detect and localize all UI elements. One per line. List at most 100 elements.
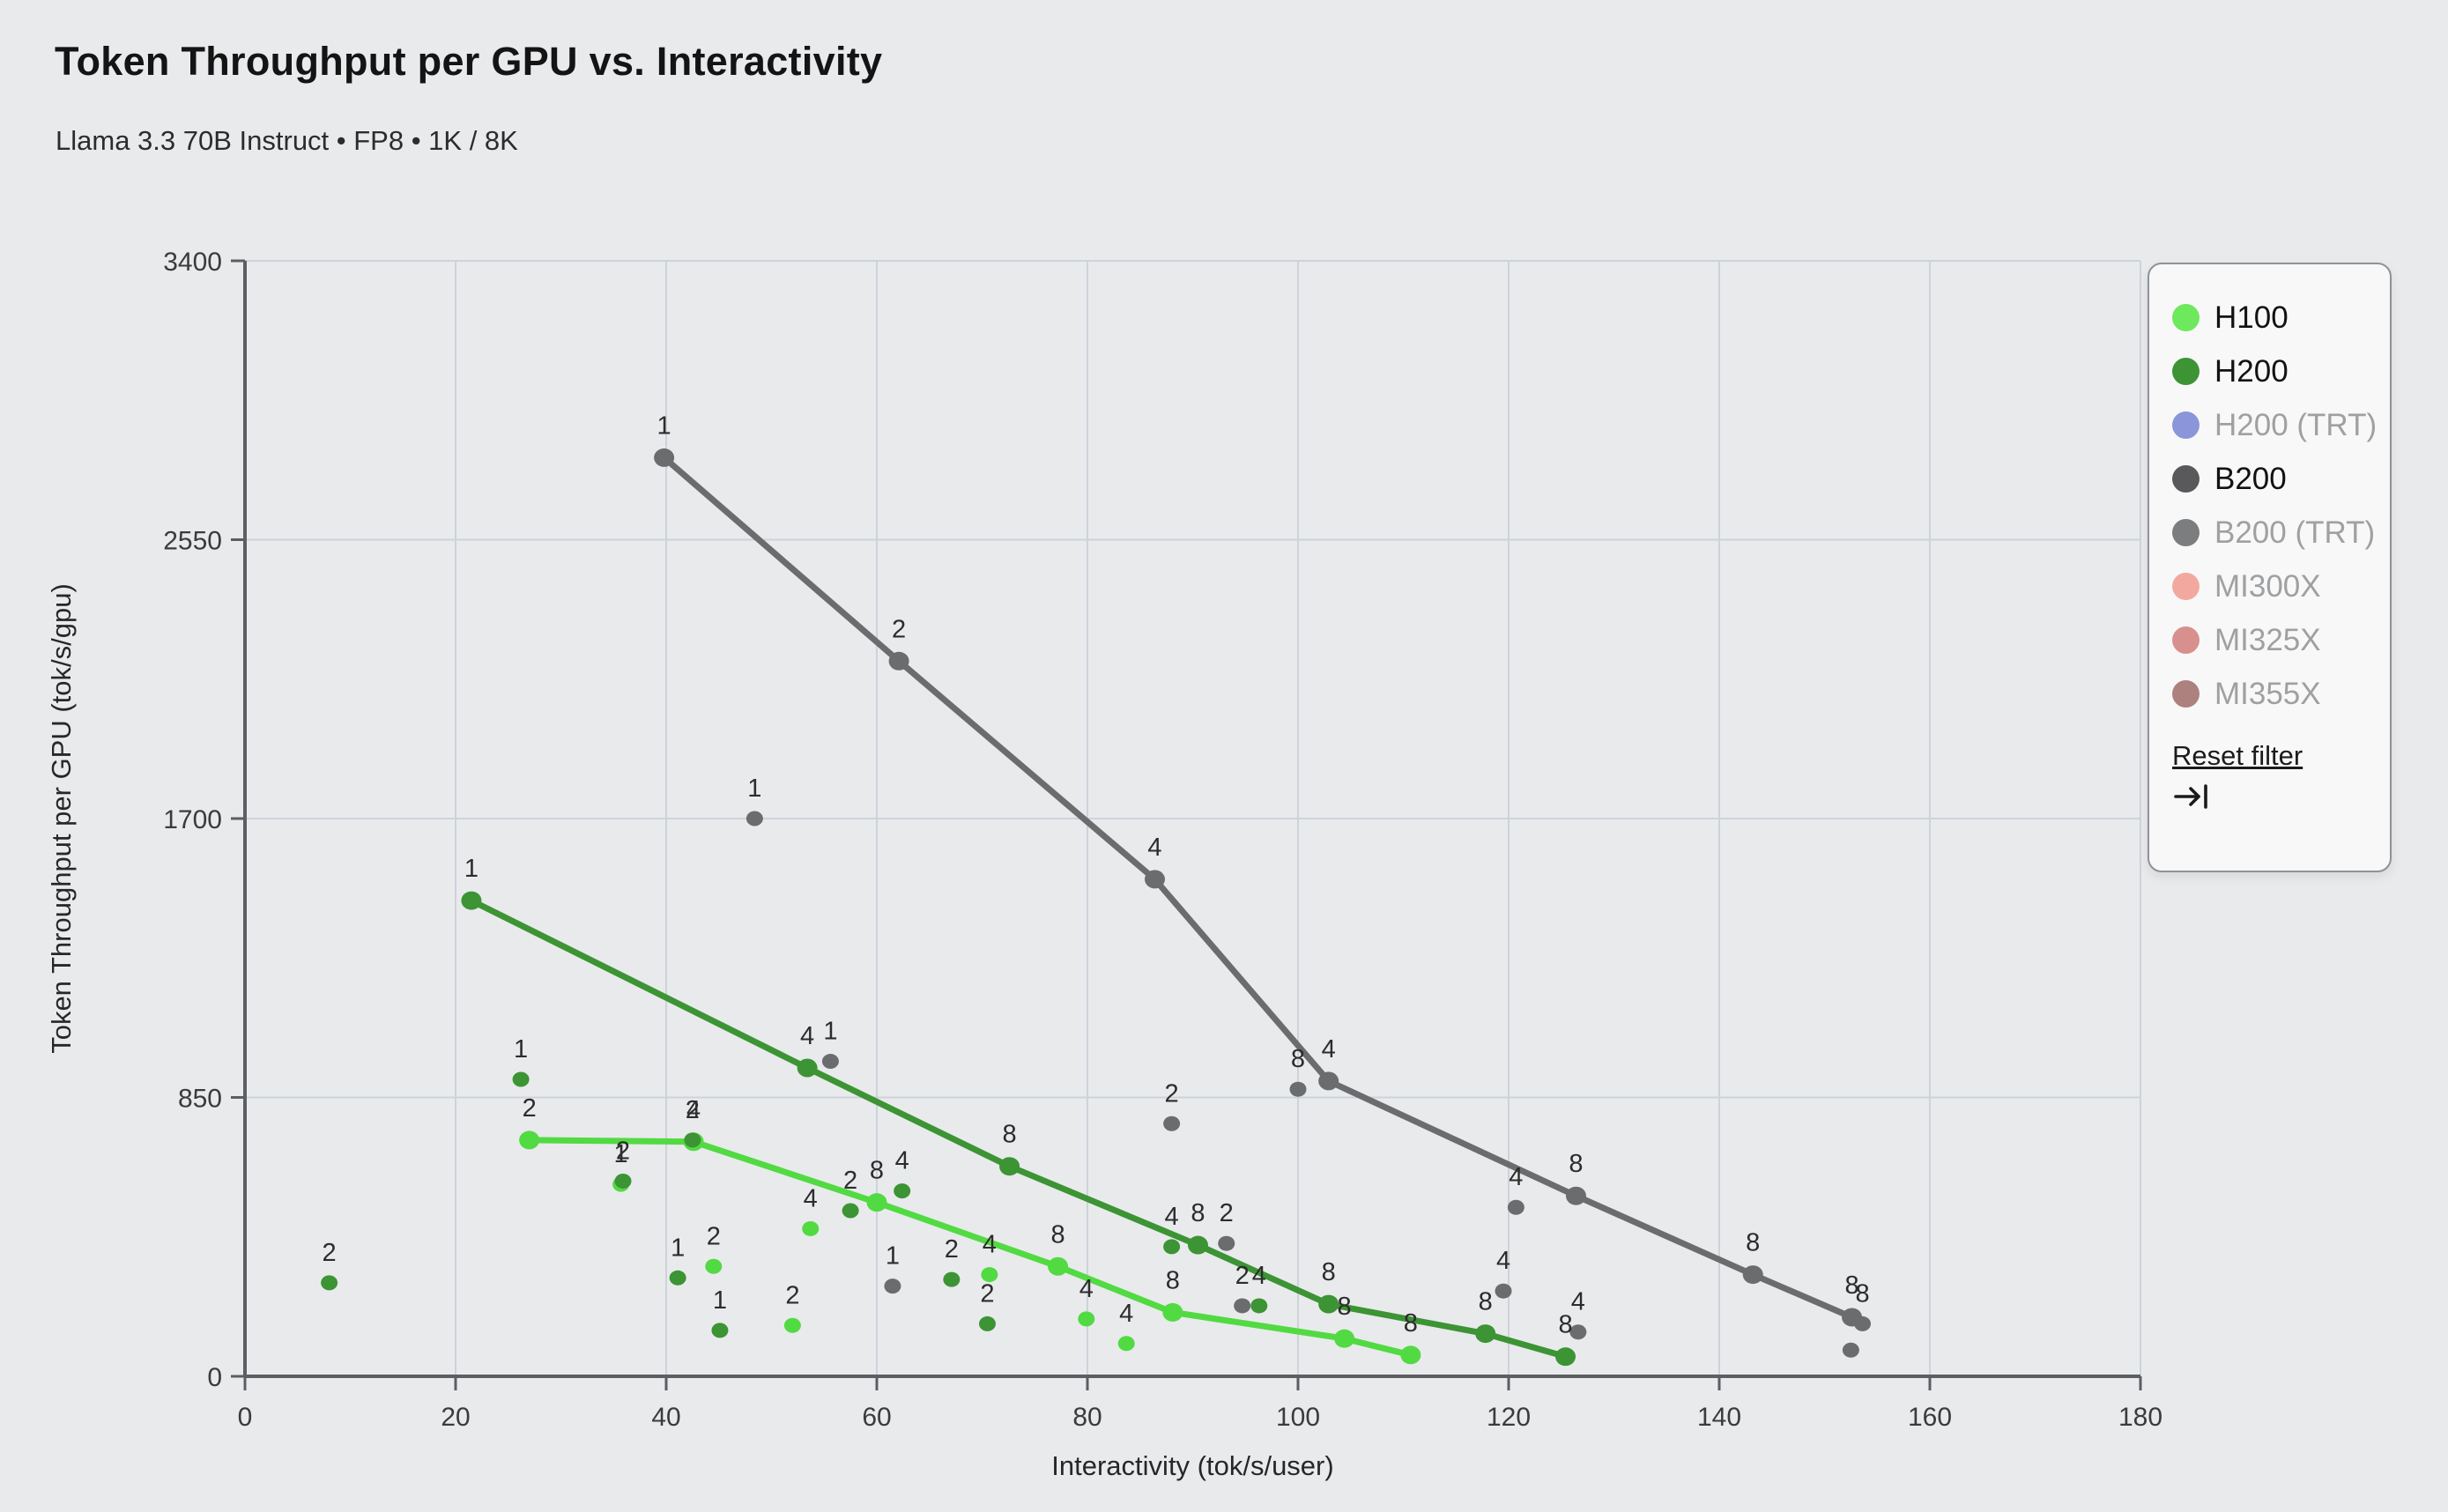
b200-scatter-point[interactable] bbox=[1234, 1298, 1251, 1314]
b200-line-point[interactable] bbox=[1318, 1071, 1339, 1091]
h100-line-point[interactable] bbox=[519, 1130, 540, 1150]
h100-line-point[interactable] bbox=[1048, 1256, 1069, 1276]
point-gpu-count-label: 4 bbox=[1252, 1262, 1266, 1290]
point-gpu-count-label: 2 bbox=[686, 1096, 700, 1124]
point-gpu-count-label: 8 bbox=[1166, 1266, 1180, 1294]
h200-line-point[interactable] bbox=[999, 1157, 1020, 1176]
legend-item-mi300x[interactable]: MI300X bbox=[2172, 560, 2390, 613]
b200-scatter-point[interactable] bbox=[1495, 1283, 1512, 1299]
x-tick-label: 60 bbox=[862, 1403, 891, 1432]
h100-line-point[interactable] bbox=[1400, 1345, 1421, 1365]
b200-scatter-point[interactable] bbox=[1854, 1316, 1872, 1331]
h100-scatter-point[interactable] bbox=[705, 1258, 723, 1274]
point-gpu-count-label: 4 bbox=[1119, 1300, 1133, 1328]
h100-scatter-point[interactable] bbox=[1078, 1311, 1095, 1327]
h100-line-point[interactable] bbox=[866, 1193, 887, 1212]
point-gpu-count-label: 8 bbox=[1002, 1121, 1016, 1149]
b200-line-point[interactable] bbox=[1144, 870, 1165, 889]
h200-scatter-point[interactable] bbox=[614, 1173, 632, 1189]
h200-line-point[interactable] bbox=[1555, 1347, 1576, 1367]
legend-item-mi355x[interactable]: MI355X bbox=[2172, 667, 2390, 721]
h200-scatter-point[interactable] bbox=[1163, 1239, 1181, 1255]
h100-pareto-line bbox=[526, 1137, 1414, 1359]
h200-scatter-point[interactable] bbox=[978, 1316, 996, 1331]
point-gpu-count-label: 2 bbox=[523, 1094, 537, 1123]
b200-scatter-point[interactable] bbox=[1163, 1115, 1181, 1131]
h200-scatter-point[interactable] bbox=[711, 1323, 729, 1338]
b200-scatter-point[interactable] bbox=[1507, 1199, 1524, 1215]
point-gpu-count-label: 2 bbox=[1220, 1199, 1234, 1227]
b200-line-point[interactable] bbox=[1742, 1265, 1763, 1285]
legend-item-label: B200 bbox=[2214, 461, 2287, 496]
y-tick-label: 2550 bbox=[163, 527, 222, 556]
point-gpu-count-label: 4 bbox=[1079, 1275, 1094, 1303]
point-gpu-count-label: 8 bbox=[870, 1157, 884, 1185]
h100-line-point[interactable] bbox=[1334, 1329, 1355, 1348]
point-gpu-count-label: 4 bbox=[804, 1184, 818, 1212]
x-tick-label: 180 bbox=[2118, 1403, 2162, 1432]
b200-scatter-point[interactable] bbox=[884, 1279, 901, 1294]
y-tick-label: 0 bbox=[207, 1363, 222, 1392]
h200-line-point[interactable] bbox=[797, 1058, 818, 1078]
b200-line-point[interactable] bbox=[654, 448, 675, 467]
point-gpu-count-label: 8 bbox=[1746, 1229, 1760, 1257]
legend-swatch-icon bbox=[2172, 680, 2199, 708]
h200-scatter-point[interactable] bbox=[669, 1270, 686, 1286]
legend-item-h200-trt[interactable]: H200 (TRT) bbox=[2172, 398, 2390, 452]
point-gpu-count-label: 2 bbox=[616, 1137, 630, 1165]
h200-scatter-point[interactable] bbox=[321, 1275, 338, 1291]
legend-item-b200-trt[interactable]: B200 (TRT) bbox=[2172, 506, 2390, 560]
legend-item-label: B200 (TRT) bbox=[2214, 515, 2376, 550]
point-gpu-count-label: 8 bbox=[1855, 1279, 1869, 1308]
legend-item-h100[interactable]: H100 bbox=[2172, 291, 2390, 345]
b200-scatter-point[interactable] bbox=[1842, 1342, 1859, 1358]
legend-item-label: MI325X bbox=[2214, 622, 2321, 657]
point-gpu-count-label: 4 bbox=[1147, 834, 1161, 862]
point-gpu-count-label: 8 bbox=[1291, 1045, 1305, 1073]
b200-scatter-point[interactable] bbox=[746, 811, 763, 826]
b200-line-point[interactable] bbox=[888, 651, 909, 671]
point-gpu-count-label: 1 bbox=[823, 1018, 837, 1046]
h200-scatter-point[interactable] bbox=[943, 1271, 961, 1287]
b200-scatter-point[interactable] bbox=[1569, 1324, 1587, 1340]
point-gpu-count-label: 2 bbox=[1165, 1079, 1179, 1108]
point-gpu-count-label: 4 bbox=[1165, 1203, 1179, 1231]
legend-item-label: H100 bbox=[2214, 300, 2289, 335]
reset-filter-link[interactable]: Reset filter bbox=[2172, 740, 2303, 771]
collapse-legend-icon[interactable] bbox=[2172, 781, 2213, 812]
h100-scatter-point[interactable] bbox=[783, 1317, 801, 1333]
h200-line-point[interactable] bbox=[1475, 1324, 1496, 1344]
h100-scatter-point[interactable] bbox=[981, 1267, 998, 1283]
h200-line-point[interactable] bbox=[1187, 1235, 1208, 1255]
legend-item-mi325x[interactable]: MI325X bbox=[2172, 613, 2390, 667]
h100-scatter-point[interactable] bbox=[802, 1220, 820, 1236]
h100-line-point[interactable] bbox=[1162, 1302, 1183, 1322]
point-gpu-count-label: 1 bbox=[886, 1242, 900, 1271]
x-tick-label: 160 bbox=[1908, 1403, 1952, 1432]
h200-scatter-point[interactable] bbox=[842, 1203, 859, 1219]
b200-scatter-point[interactable] bbox=[821, 1054, 839, 1070]
h200-line-point[interactable] bbox=[1318, 1294, 1339, 1314]
legend-item-label: MI355X bbox=[2214, 676, 2321, 711]
h200-line-point[interactable] bbox=[461, 891, 482, 910]
legend-item-h200[interactable]: H200 bbox=[2172, 345, 2390, 398]
point-gpu-count-label: 1 bbox=[747, 775, 761, 803]
point-gpu-count-label: 1 bbox=[464, 855, 478, 883]
legend-swatch-icon bbox=[2172, 465, 2199, 493]
point-gpu-count-label: 8 bbox=[1558, 1311, 1572, 1339]
b200-line-point[interactable] bbox=[1565, 1186, 1586, 1205]
h100-scatter-point[interactable] bbox=[1117, 1336, 1135, 1352]
h200-scatter-point[interactable] bbox=[512, 1071, 530, 1087]
h200-scatter-point[interactable] bbox=[894, 1183, 911, 1199]
b200-scatter-point[interactable] bbox=[1218, 1235, 1235, 1251]
point-gpu-count-label: 4 bbox=[1322, 1035, 1336, 1064]
h200-scatter-point[interactable] bbox=[1250, 1298, 1268, 1314]
point-gpu-count-label: 4 bbox=[1509, 1163, 1523, 1191]
b200-scatter-point[interactable] bbox=[1289, 1081, 1307, 1097]
legend-items: H100 H200 H200 (TRT) B200 B200 (TRT) MI300X MI… bbox=[2172, 291, 2390, 721]
point-gpu-count-label: 8 bbox=[1569, 1150, 1583, 1178]
h200-scatter-point[interactable] bbox=[684, 1132, 701, 1148]
point-gpu-count-label: 2 bbox=[980, 1279, 994, 1308]
legend-item-b200[interactable]: B200 bbox=[2172, 452, 2390, 506]
